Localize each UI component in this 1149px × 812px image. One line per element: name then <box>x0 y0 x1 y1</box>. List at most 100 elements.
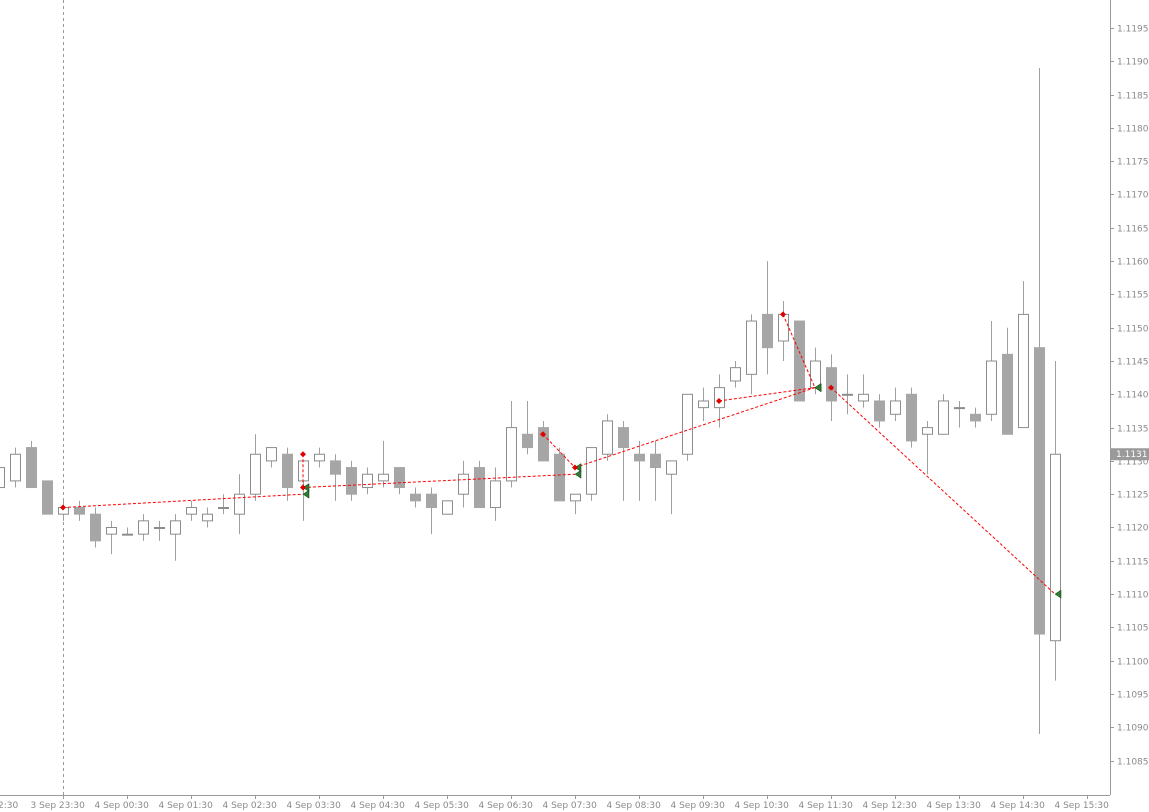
candle <box>170 514 181 561</box>
time-tick-label: 4 Sep 10:30 <box>735 801 790 811</box>
candle-body-bear <box>618 427 629 449</box>
candle <box>1002 327 1013 435</box>
candle <box>650 440 661 501</box>
price-tick-label: 1.1090 <box>1117 724 1149 734</box>
price-tick-label: 1.1175 <box>1117 158 1149 168</box>
candle-body-bull <box>858 393 869 402</box>
candle <box>458 460 469 508</box>
candle-body-bull <box>682 393 693 455</box>
candle <box>426 487 437 535</box>
price-tick-label: 1.1125 <box>1117 491 1149 501</box>
candle <box>538 420 549 462</box>
candle-body-bull <box>714 387 725 409</box>
trade-exit-marker <box>1054 589 1062 599</box>
time-tick-label: 4 Sep 04:30 <box>351 801 406 811</box>
trade-lines-layer <box>60 311 1062 599</box>
time-tick-label: 2:30 <box>0 801 18 811</box>
trade-exit-marker <box>574 469 582 479</box>
candle-body-bear <box>346 467 357 495</box>
candle-body-bear <box>826 367 837 402</box>
candle-body-bull <box>154 527 165 529</box>
candle <box>10 447 21 488</box>
price-tick-label: 1.1195 <box>1117 25 1149 35</box>
candle-body-bear <box>1002 353 1013 435</box>
price-tick-label: 1.1130 <box>1117 458 1149 468</box>
candle <box>682 393 693 461</box>
candle-body-bear <box>794 320 805 402</box>
price-tick-label: 1.1120 <box>1117 524 1149 534</box>
time-tick-label: 4 Sep 03:30 <box>287 801 342 811</box>
candle <box>106 520 117 555</box>
candle <box>890 387 901 421</box>
candle <box>1050 361 1061 681</box>
candle-body-bull <box>890 400 901 415</box>
candle <box>874 394 885 428</box>
candle-body-bear <box>762 313 773 349</box>
time-tick-label: 4 Sep 07:30 <box>543 801 598 811</box>
price-tick-label: 1.1190 <box>1117 58 1149 68</box>
price-tick-label: 1.1185 <box>1117 92 1149 102</box>
candle-body-bull <box>442 500 453 515</box>
candle-body-bull <box>746 320 757 375</box>
candle <box>362 467 373 495</box>
candle <box>42 480 53 515</box>
time-tick-label: 4 Sep 14:30 <box>991 801 1046 811</box>
candle <box>794 320 805 402</box>
candle-body-bull <box>234 493 245 515</box>
candle <box>186 500 197 521</box>
price-tick-label: 1.1170 <box>1117 191 1149 201</box>
candle <box>554 447 565 502</box>
candle-body-bear <box>426 493 437 509</box>
candle-body-bear <box>90 513 101 542</box>
candle <box>154 520 165 541</box>
candle <box>314 447 325 468</box>
time-tick-label: 4 Sep 15:30 <box>1055 801 1110 811</box>
price-tick-label: 1.1160 <box>1117 258 1149 268</box>
candle <box>250 434 261 501</box>
candle-body-bull <box>170 520 181 535</box>
price-tick-label: 1.1150 <box>1117 325 1149 335</box>
candle-body-bull <box>250 453 261 495</box>
candle <box>954 400 965 428</box>
candle-body-bull <box>122 533 133 536</box>
candle <box>0 467 5 489</box>
candle-body-bull <box>602 420 613 455</box>
candle <box>394 467 405 495</box>
price-tick-label: 1.1105 <box>1117 624 1149 634</box>
trade-entry-marker <box>60 504 66 511</box>
candle-body-bull <box>138 520 149 535</box>
time-tick-label: 4 Sep 05:30 <box>415 801 470 811</box>
candle <box>858 374 869 408</box>
candle-body-bull <box>314 453 325 462</box>
candle-body-bull <box>106 527 117 535</box>
time-tick-label: 4 Sep 02:30 <box>223 801 278 811</box>
candle <box>410 487 421 508</box>
candle-body-bull <box>954 407 965 410</box>
candle <box>618 420 629 501</box>
candle <box>586 447 597 501</box>
trade-line <box>542 433 576 468</box>
candle <box>234 474 245 535</box>
candle-body-bull <box>666 460 677 475</box>
candle-body-bull <box>1050 453 1061 642</box>
candle <box>122 527 133 536</box>
candle-body-bull <box>842 393 853 396</box>
candle-body-bear <box>522 433 533 449</box>
trade-line <box>574 387 816 469</box>
time-tick-label: 3 Sep 23:30 <box>31 801 86 811</box>
candle-body-bull <box>218 507 229 510</box>
candle-body-bear <box>970 413 981 422</box>
candle-body-bear <box>42 480 53 515</box>
price-tick-label: 1.1140 <box>1117 391 1149 401</box>
candle <box>138 514 149 541</box>
candle <box>346 460 357 501</box>
candle <box>938 394 949 435</box>
candle <box>698 387 709 421</box>
candle-body-bull <box>202 513 213 522</box>
candle-body-bear <box>26 447 37 489</box>
price-tick-label: 1.1155 <box>1117 291 1149 301</box>
candle <box>922 420 933 475</box>
